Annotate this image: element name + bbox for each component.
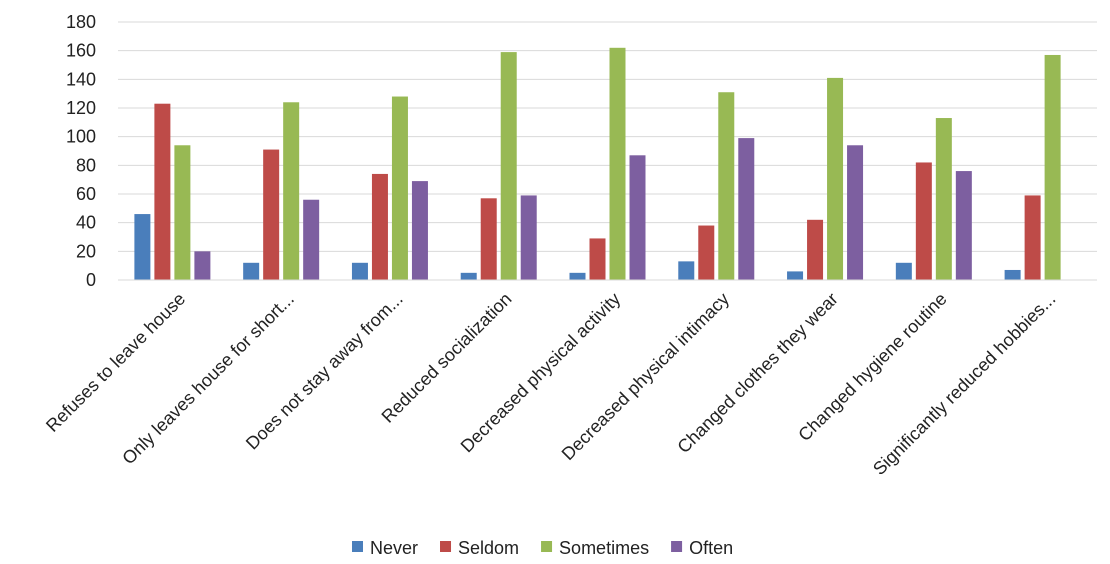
bar-often-4 [629,155,646,280]
bar-sometimes-2 [391,96,408,281]
y-tick-label: 20 [76,241,96,261]
bar-sometimes-5 [718,92,735,280]
category-label: Significantly reduced hobbies... [869,289,1059,479]
bar-seldom-0 [154,103,171,280]
bar-never-3 [460,272,477,280]
legend: Never Seldom Sometimes Often [352,538,733,558]
bar-sometimes-4 [609,47,626,280]
legend-swatch-often [671,541,683,552]
bar-often-3 [520,195,537,280]
bar-seldom-4 [589,238,606,280]
bar-sometimes-6 [827,77,844,281]
bar-sometimes-7 [935,118,952,281]
bar-often-5 [738,138,755,280]
legend-label-seldom: Seldom [458,538,519,558]
bar-never-6 [787,271,804,280]
legend-swatch-sometimes [541,541,553,552]
legend-label-sometimes: Sometimes [559,538,649,558]
bar-never-8 [1004,269,1021,280]
bars [134,47,1061,281]
bar-sometimes-8 [1044,54,1061,280]
bar-seldom-2 [371,173,388,280]
bar-never-2 [351,262,368,280]
bar-sometimes-3 [500,52,517,280]
bar-never-4 [569,272,586,280]
y-tick-label: 0 [86,270,96,290]
bar-seldom-6 [807,219,824,280]
y-tick-label: 40 [76,213,96,233]
bar-seldom-3 [480,198,497,280]
bar-often-1 [303,199,320,280]
bar-never-5 [678,261,695,280]
bar-often-6 [847,145,864,280]
y-axis-tick-labels: 0 20 40 60 80 100 120 140 160 180 [66,12,96,290]
legend-label-often: Often [689,538,733,558]
bar-never-1 [243,262,260,280]
legend-swatch-seldom [440,541,452,552]
bar-often-2 [411,181,428,280]
category-label: Only leaves house for short... [118,289,298,469]
bar-sometimes-1 [283,102,300,281]
bar-never-0 [134,214,151,280]
legend-swatch-never [352,541,363,552]
bar-seldom-1 [263,149,280,280]
bar-never-7 [895,262,912,280]
bar-seldom-8 [1024,195,1041,280]
bar-often-7 [955,171,972,280]
gridlines [118,21,1097,252]
bar-often-0 [194,251,211,280]
bar-seldom-5 [698,225,715,280]
legend-label-never: Never [370,538,418,558]
y-tick-label: 80 [76,155,96,175]
y-tick-label: 160 [66,41,96,61]
y-tick-label: 180 [66,12,96,32]
y-tick-label: 140 [66,69,96,89]
bar-seldom-7 [915,162,932,280]
y-tick-label: 60 [76,184,96,204]
y-tick-label: 120 [66,98,96,118]
y-tick-label: 100 [66,127,96,147]
bar-sometimes-0 [174,145,191,280]
